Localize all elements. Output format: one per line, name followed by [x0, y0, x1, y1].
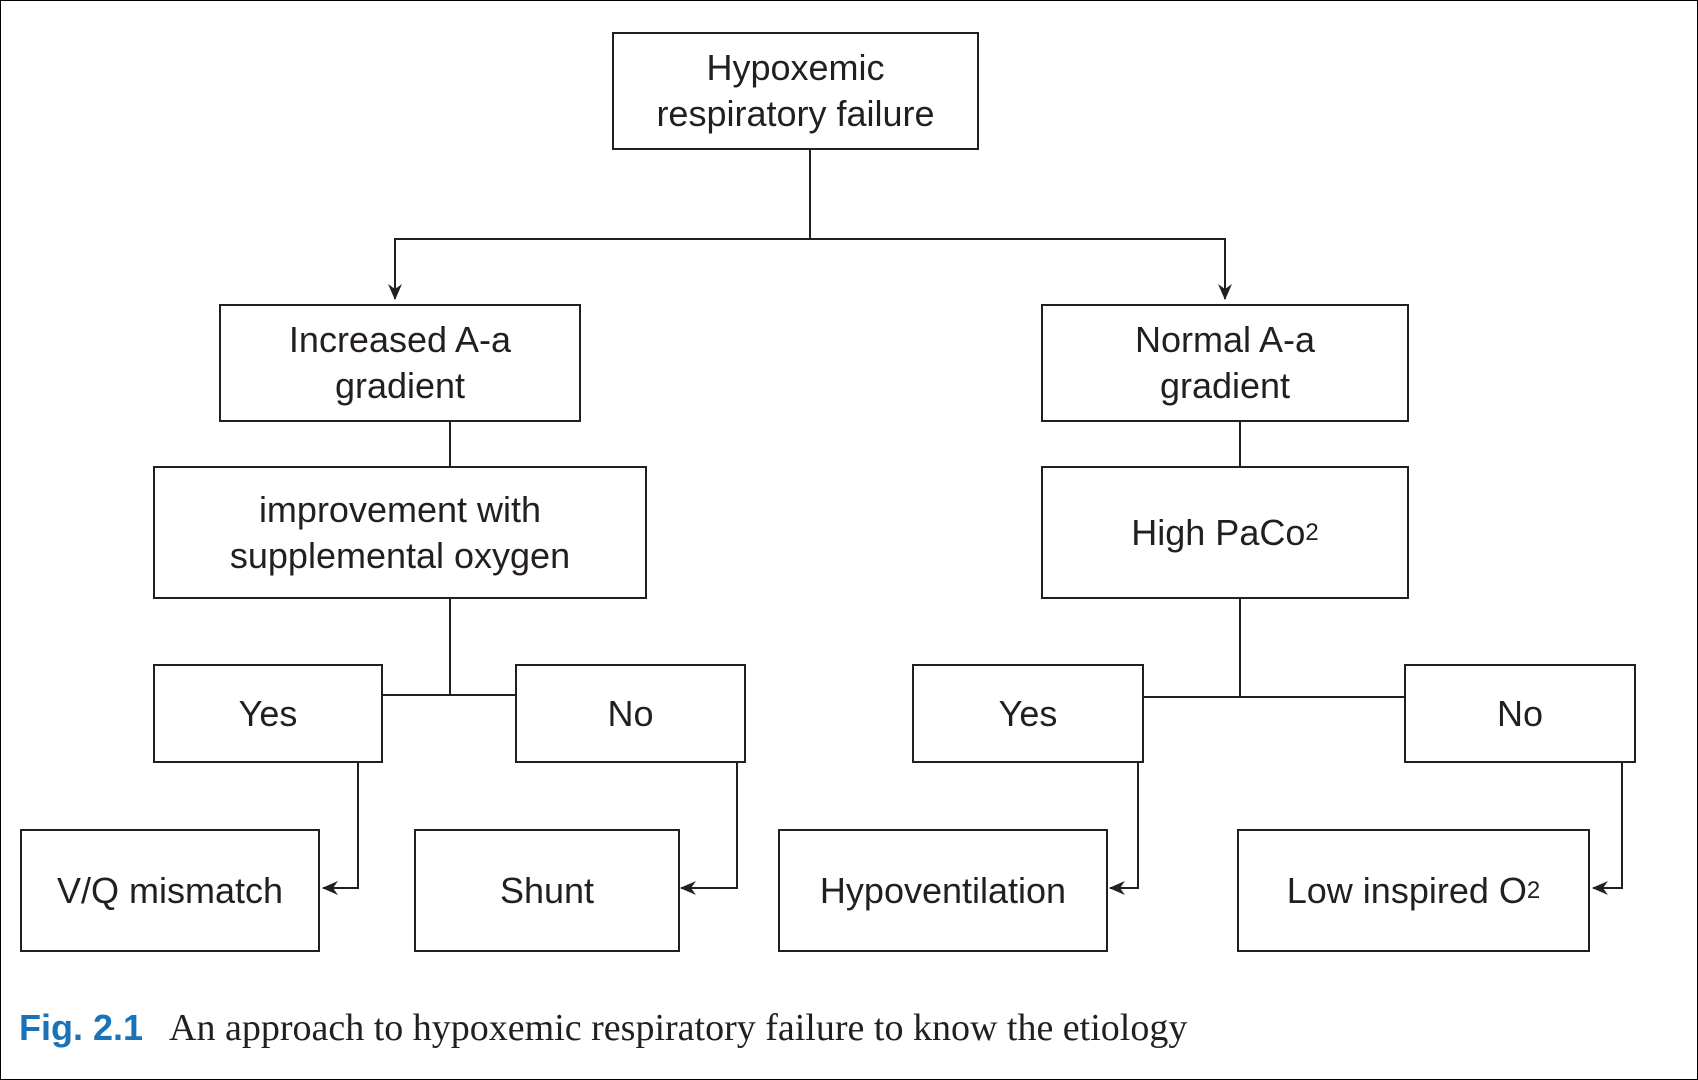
node-increased-aa-gradient: Increased A-a gradient [219, 304, 581, 422]
link-root-to-normal [810, 238, 1232, 300]
link-no-to-shunt [680, 762, 738, 895]
caption-label: Fig. 2.1 [19, 1007, 144, 1048]
link-no-to-low-inspired [1592, 762, 1623, 895]
node-no-right: No [1404, 664, 1636, 763]
node-improvement-supplemental-oxygen: improvement with supplemental oxygen [153, 466, 647, 599]
link-yes-to-vq [322, 762, 359, 895]
high-paco2-text: High PaCo [1131, 511, 1306, 553]
figure-caption: Fig. 2.1 An approach to hypoxemic respira… [19, 1006, 1187, 1050]
node-yes-left: Yes [153, 664, 383, 763]
node-no-left: No [515, 664, 746, 763]
node-yes-right: Yes [912, 664, 1144, 763]
node-high-paco2: High PaCo 2 [1041, 466, 1409, 599]
link-root-to-increased [388, 238, 810, 300]
low-inspired-text: Low inspired O [1286, 869, 1527, 911]
node-shunt: Shunt [414, 829, 680, 952]
node-hypoxemic-respiratory-failure: Hypoxemic respiratory failure [612, 32, 979, 150]
node-normal-aa-gradient: Normal A-a gradient [1041, 304, 1409, 422]
node-hypoventilation: Hypoventilation [778, 829, 1108, 952]
node-vq-mismatch: V/Q mismatch [20, 829, 320, 952]
caption-text: An approach to hypoxemic respiratory fai… [169, 1007, 1188, 1049]
link-yes-to-hypoventilation [1109, 762, 1139, 895]
